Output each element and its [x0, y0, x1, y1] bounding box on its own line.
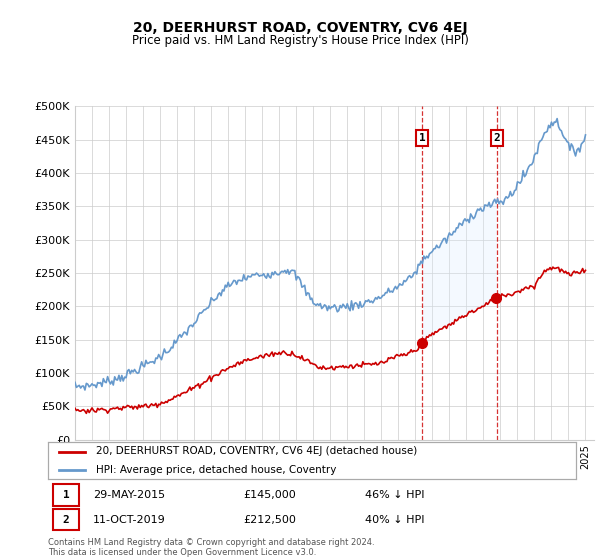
- Text: 20, DEERHURST ROAD, COVENTRY, CV6 4EJ (detached house): 20, DEERHURST ROAD, COVENTRY, CV6 4EJ (d…: [95, 446, 417, 456]
- Text: Contains HM Land Registry data © Crown copyright and database right 2024.
This d: Contains HM Land Registry data © Crown c…: [48, 538, 374, 557]
- Text: 1: 1: [419, 133, 425, 143]
- Text: 1: 1: [62, 490, 70, 500]
- Text: 2: 2: [493, 133, 500, 143]
- Text: 2: 2: [62, 515, 70, 525]
- Text: 11-OCT-2019: 11-OCT-2019: [93, 515, 166, 525]
- FancyBboxPatch shape: [53, 509, 79, 530]
- Text: HPI: Average price, detached house, Coventry: HPI: Average price, detached house, Cove…: [95, 465, 336, 475]
- FancyBboxPatch shape: [53, 484, 79, 506]
- Text: £212,500: £212,500: [244, 515, 296, 525]
- Text: Price paid vs. HM Land Registry's House Price Index (HPI): Price paid vs. HM Land Registry's House …: [131, 34, 469, 46]
- Text: 20, DEERHURST ROAD, COVENTRY, CV6 4EJ: 20, DEERHURST ROAD, COVENTRY, CV6 4EJ: [133, 21, 467, 35]
- Text: 29-MAY-2015: 29-MAY-2015: [93, 490, 165, 500]
- Text: 46% ↓ HPI: 46% ↓ HPI: [365, 490, 424, 500]
- Text: 40% ↓ HPI: 40% ↓ HPI: [365, 515, 424, 525]
- Text: £145,000: £145,000: [244, 490, 296, 500]
